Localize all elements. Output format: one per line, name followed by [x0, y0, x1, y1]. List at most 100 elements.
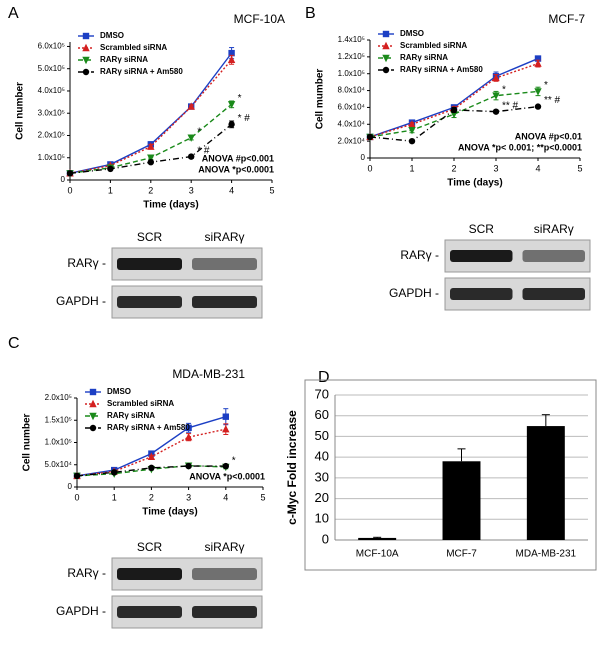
legend-label: RARγ siRNA: [400, 53, 448, 62]
x-tick-label: 0: [67, 185, 72, 195]
annotation: ANOVA *p<0.0001: [198, 164, 274, 174]
marker: [188, 153, 195, 160]
lane-label: SCR: [469, 222, 495, 236]
panel-letter: D: [318, 369, 330, 386]
marker: [222, 413, 229, 420]
y-tick-label: 8.0x10⁴: [338, 86, 366, 95]
row-label: RARγ -: [67, 256, 106, 270]
y-tick-label: 30: [315, 469, 329, 484]
y-tick-label: 1.0x10⁵: [338, 69, 365, 78]
marker: [147, 154, 155, 162]
y-tick-label: 6.0x10⁵: [38, 42, 65, 51]
y-axis-label: Cell number: [22, 414, 33, 472]
significance-label: *: [232, 456, 236, 467]
marker: [82, 56, 90, 65]
legend-label: Scrambled siRNA: [100, 43, 167, 52]
blot-band: [192, 258, 257, 270]
marker: [408, 120, 416, 128]
significance-label: * #: [197, 145, 210, 156]
marker: [147, 158, 154, 166]
legend-label: RARγ siRNA + Am580: [107, 423, 190, 432]
x-axis-label: Time (days): [447, 178, 502, 189]
marker: [382, 30, 390, 38]
marker: [148, 464, 155, 472]
row-label: RARγ -: [400, 248, 439, 262]
legend-label: RARγ siRNA: [100, 55, 148, 64]
row-label: RARγ -: [67, 566, 106, 580]
blot-band: [450, 250, 513, 262]
y-tick-label: 50: [315, 428, 329, 443]
y-tick-label: 1.0x10⁵: [38, 153, 65, 162]
annotation: ANOVA *p< 0.001; **p<0.0001: [458, 142, 582, 152]
marker: [147, 452, 156, 460]
blot-band: [522, 250, 585, 262]
y-tick-label: 4.0x10⁵: [38, 86, 65, 95]
lane-label: SCR: [137, 540, 163, 554]
y-tick-label: 0: [61, 175, 66, 184]
legend-label: Scrambled siRNA: [107, 399, 174, 408]
error-bar: [373, 536, 382, 538]
row-label: GAPDH -: [56, 294, 106, 308]
y-tick-label: 0: [361, 153, 366, 162]
panel-letter: C: [8, 335, 20, 352]
y-tick-label: 6.0x10⁴: [338, 103, 366, 112]
y-tick-label: 20: [315, 490, 329, 505]
lane-label: siRARγ: [204, 230, 244, 244]
x-axis-label: Time (days): [142, 507, 197, 518]
y-axis-label: Cell mumber: [315, 69, 326, 130]
x-tick-label: MCF-10A: [356, 549, 399, 560]
marker: [227, 55, 236, 64]
y-tick-label: 10: [315, 511, 329, 526]
y-tick-label: 5.0x10⁴: [45, 460, 73, 469]
marker: [187, 134, 195, 142]
annotation: ANOVA *p<0.0001: [189, 471, 265, 481]
y-tick-label: 4.0x10⁴: [338, 119, 366, 128]
marker: [534, 103, 542, 110]
x-tick-label: 3: [186, 492, 191, 502]
x-tick-label: 4: [223, 492, 228, 502]
marker: [222, 462, 229, 470]
marker: [534, 59, 542, 67]
marker: [89, 388, 97, 396]
x-tick-label: 4: [229, 185, 234, 195]
marker: [73, 472, 81, 480]
marker: [450, 106, 458, 114]
x-tick-label: MDA-MB-231: [516, 549, 577, 560]
marker: [185, 424, 192, 432]
x-tick-label: 1: [409, 163, 414, 173]
y-tick-label: 0: [322, 531, 329, 546]
marker: [184, 432, 193, 441]
x-tick-label: 0: [367, 163, 372, 173]
x-tick-label: 3: [493, 163, 498, 173]
chart-title: MCF-10A: [234, 12, 285, 26]
marker: [222, 424, 230, 433]
significance-label: *: [238, 93, 242, 104]
y-tick-label: 70: [315, 386, 329, 401]
marker: [382, 54, 390, 63]
x-axis-label: Time (days): [143, 200, 198, 211]
significance-label: *: [197, 126, 201, 137]
x-tick-label: 5: [260, 492, 265, 502]
marker: [82, 68, 90, 76]
marker: [89, 424, 97, 432]
row-label: GAPDH -: [389, 286, 439, 300]
legend-label: DMSO: [107, 387, 131, 396]
y-tick-label: 60: [315, 407, 329, 422]
x-tick-label: 3: [189, 185, 194, 195]
marker: [147, 142, 155, 150]
legend-label: DMSO: [400, 29, 424, 38]
y-tick-label: 2.0x10⁵: [45, 393, 72, 402]
error-bar: [541, 414, 550, 427]
y-axis-label: c-Myc Fold increase: [285, 410, 299, 525]
y-tick-label: 5.0x10⁵: [38, 64, 65, 73]
marker: [366, 133, 374, 141]
row-label: GAPDH -: [56, 604, 106, 618]
y-tick-label: 0: [68, 482, 73, 491]
error-bar: [457, 448, 466, 462]
x-tick-label: 2: [149, 492, 154, 502]
blot-band: [117, 296, 182, 308]
significance-label: *: [544, 80, 548, 91]
y-tick-label: 1.5x10⁵: [45, 415, 72, 424]
marker: [534, 88, 542, 96]
